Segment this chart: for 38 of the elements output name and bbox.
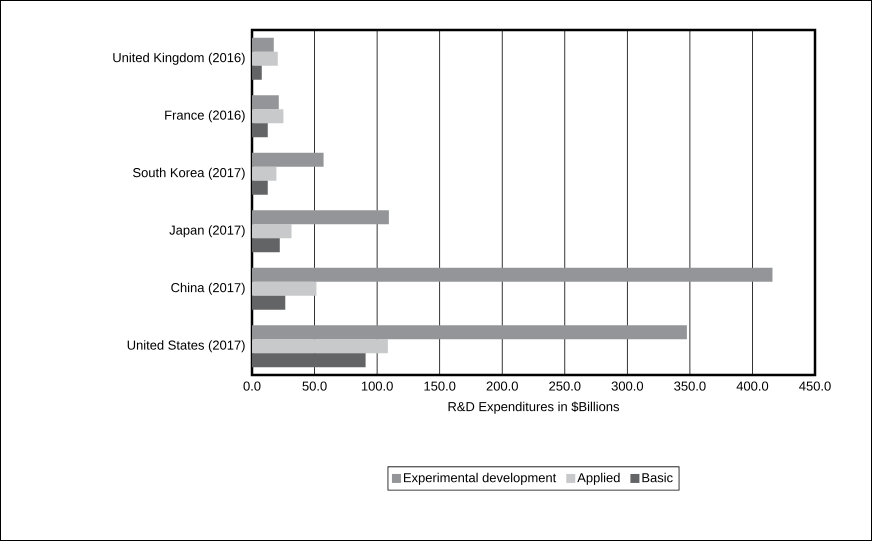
y-tick-label: United Kingdom (2016) bbox=[113, 52, 245, 65]
y-tick-label: China (2017) bbox=[171, 282, 245, 295]
x-axis-title: R&D Expenditures in $Billions bbox=[448, 401, 620, 414]
x-tick-label: 50.0 bbox=[302, 381, 327, 391]
bar bbox=[252, 38, 274, 52]
bar bbox=[252, 180, 268, 195]
x-tick-label: 400.0 bbox=[736, 381, 768, 391]
bar bbox=[252, 166, 276, 181]
x-tick-label: 150.0 bbox=[424, 381, 456, 391]
y-tick-label: Japan (2017) bbox=[169, 225, 245, 238]
bar bbox=[252, 95, 279, 110]
bar bbox=[252, 282, 316, 296]
x-tick-label: 200.0 bbox=[486, 381, 518, 391]
legend-label: Applied bbox=[577, 472, 620, 485]
bar bbox=[252, 210, 389, 224]
bar bbox=[252, 296, 286, 310]
bar bbox=[252, 123, 268, 138]
legend-label: Basic bbox=[642, 472, 673, 482]
x-tick-label: 250.0 bbox=[549, 381, 580, 391]
y-tick-label: France (2016) bbox=[165, 110, 245, 122]
bar bbox=[252, 152, 324, 167]
bar bbox=[252, 268, 772, 282]
bar bbox=[252, 238, 280, 252]
bar bbox=[252, 339, 388, 354]
bar bbox=[252, 224, 292, 238]
bar bbox=[252, 325, 687, 340]
bar bbox=[252, 353, 366, 368]
y-tick-label: South Korea (2017) bbox=[133, 168, 245, 180]
y-tick-label: United States (2017) bbox=[128, 340, 245, 352]
x-tick-label: 350.0 bbox=[674, 381, 706, 391]
x-tick-label: 300.0 bbox=[612, 381, 644, 391]
bar bbox=[252, 109, 284, 124]
x-tick-label: 100.0 bbox=[362, 381, 393, 391]
bar bbox=[252, 66, 262, 80]
legend-label: Experimental development bbox=[404, 472, 556, 485]
x-tick-label: 450.0 bbox=[799, 381, 831, 391]
x-tick-label: 0.0 bbox=[244, 381, 261, 391]
bar bbox=[252, 52, 278, 66]
